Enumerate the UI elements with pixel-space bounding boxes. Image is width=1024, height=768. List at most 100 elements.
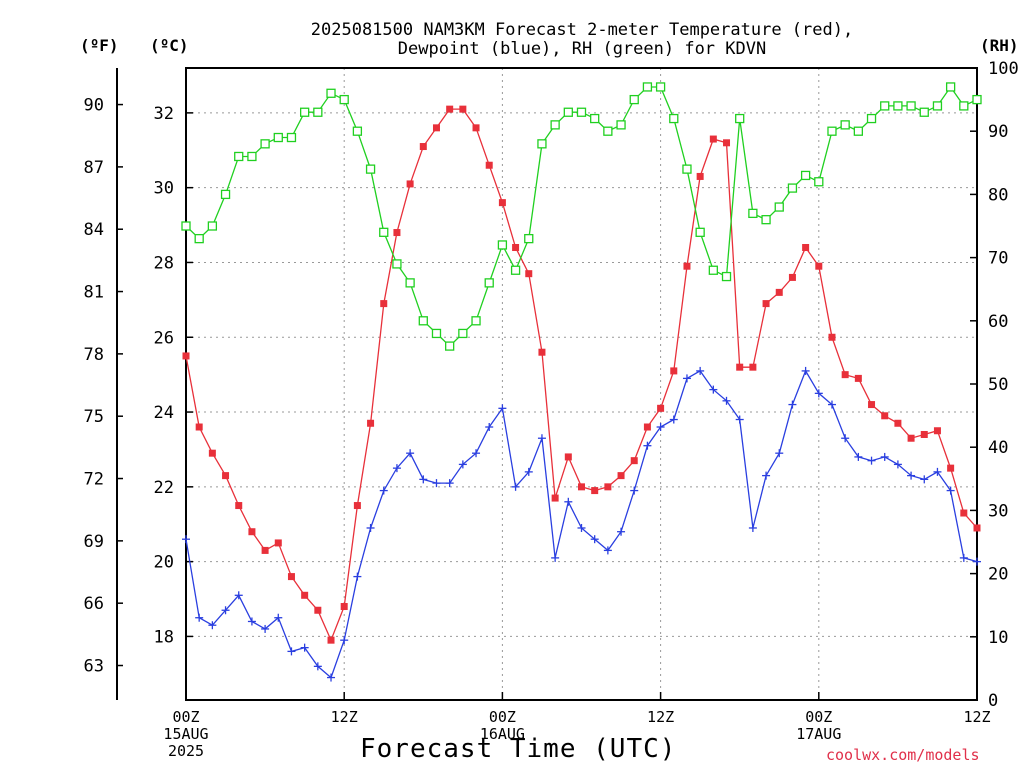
- rh-point: [603, 126, 613, 136]
- temperature-point: [182, 352, 190, 360]
- temperature-point: [340, 603, 348, 611]
- rh-point: [629, 94, 639, 105]
- temperature-point: [498, 199, 506, 207]
- rh-point: [827, 126, 837, 136]
- fahrenheit-tick-label: 84: [84, 220, 104, 240]
- dewpoint-point: [696, 366, 705, 375]
- fahrenheit-tick-label: 87: [84, 158, 104, 178]
- rh-point: [840, 120, 850, 130]
- rh-point: [352, 126, 363, 136]
- plot-frame: [185, 67, 978, 701]
- rh-point: [787, 183, 798, 193]
- dewpoint-point: [300, 643, 309, 652]
- temperature-point: [762, 300, 770, 308]
- x-tick-label: 16AUG: [480, 725, 525, 743]
- rh-point: [458, 328, 468, 339]
- temperature-point: [301, 591, 309, 599]
- fahrenheit-unit-label: (ºF): [80, 36, 119, 55]
- celsius-tick-label: 26: [154, 328, 174, 348]
- fahrenheit-tick-label: 75: [84, 407, 104, 427]
- dewpoint-point: [327, 673, 336, 682]
- dewpoint-point: [880, 452, 889, 461]
- rh-point: [471, 316, 481, 326]
- rh-point: [510, 265, 521, 275]
- temperature-point: [195, 423, 203, 431]
- temperature-point: [222, 472, 230, 480]
- temperature-point: [551, 494, 559, 502]
- source-credit: coolwx.com/models: [826, 746, 980, 764]
- rh-point: [260, 139, 270, 149]
- rh-point: [273, 132, 283, 143]
- x-tick-label: 12Z: [331, 708, 358, 726]
- temperature-point: [591, 487, 599, 495]
- dewpoint-point: [801, 366, 810, 375]
- dewpoint-point: [735, 415, 744, 424]
- dewpoint-point: [920, 475, 929, 484]
- dewpoint-point: [577, 523, 586, 532]
- rh-point: [497, 240, 508, 250]
- temperature-point: [657, 404, 665, 412]
- celsius-unit-label: (ºC): [150, 36, 189, 55]
- dewpoint-point: [854, 452, 863, 461]
- temperature-point: [208, 449, 216, 457]
- celsius-tick-label: 30: [154, 179, 174, 199]
- rh-point: [932, 101, 943, 111]
- dewpoint-point: [458, 460, 467, 469]
- dewpoint-point: [959, 553, 968, 562]
- dewpoint-point: [379, 486, 388, 495]
- rh-point: [220, 189, 231, 200]
- dewpoint-point: [893, 460, 902, 469]
- rh-point: [945, 82, 956, 92]
- rh-point: [405, 278, 415, 288]
- rh-point: [735, 113, 745, 124]
- rh-point: [537, 139, 547, 149]
- rh-tick-label: 0: [988, 691, 998, 711]
- temperature-point: [525, 270, 533, 278]
- temperature-point: [802, 244, 810, 252]
- celsius-tick-label: 18: [154, 627, 174, 647]
- temperature-point: [380, 300, 388, 308]
- dewpoint-point: [617, 527, 626, 536]
- dewpoint-point: [788, 400, 797, 409]
- temperature-point: [406, 180, 414, 188]
- temperature-point: [353, 502, 361, 510]
- rh-point: [576, 107, 587, 117]
- chart-title-line-1: 2025081500 NAM3KM Forecast 2-meter Tempe…: [310, 20, 854, 40]
- dewpoint-point: [221, 606, 230, 615]
- temperature-point: [327, 636, 335, 644]
- rh-point: [299, 107, 310, 117]
- rh-point: [682, 164, 692, 174]
- rh-point: [550, 120, 560, 130]
- rh-point: [181, 221, 191, 231]
- dewpoint-point: [762, 471, 771, 480]
- dewpoint-point: [682, 374, 691, 383]
- x-tick-label: 00Z: [805, 708, 832, 726]
- rh-point: [286, 132, 297, 143]
- rh-tick-label: 10: [988, 628, 1008, 648]
- rh-tick-label: 70: [988, 249, 1008, 269]
- dewpoint-point: [182, 535, 190, 544]
- celsius-tick-label: 28: [154, 253, 174, 273]
- fahrenheit-tick-label: 63: [84, 657, 104, 677]
- x-tick-label: 12Z: [963, 708, 990, 726]
- series: [181, 82, 982, 682]
- rh-point: [339, 94, 349, 105]
- temperature-point: [749, 363, 757, 371]
- dewpoint-point: [841, 434, 850, 443]
- rh-tick-label: 30: [988, 501, 1008, 521]
- temperature-point: [446, 105, 454, 113]
- dewpoint-point: [432, 479, 441, 488]
- temperature-point: [314, 606, 322, 614]
- temperature-point: [709, 135, 717, 143]
- temperature-point: [775, 288, 783, 296]
- dewpoint-point: [392, 464, 401, 473]
- dewpoint-point: [261, 624, 270, 633]
- dewpoint-point: [946, 486, 955, 495]
- temperature-point: [459, 105, 467, 113]
- dewpoint-point: [419, 475, 428, 484]
- rh-point: [234, 151, 244, 162]
- x-axis-title: Forecast Time (UTC): [360, 734, 677, 764]
- temperature-point: [643, 423, 651, 431]
- temperature-point: [973, 524, 981, 532]
- dewpoint-point: [722, 396, 731, 405]
